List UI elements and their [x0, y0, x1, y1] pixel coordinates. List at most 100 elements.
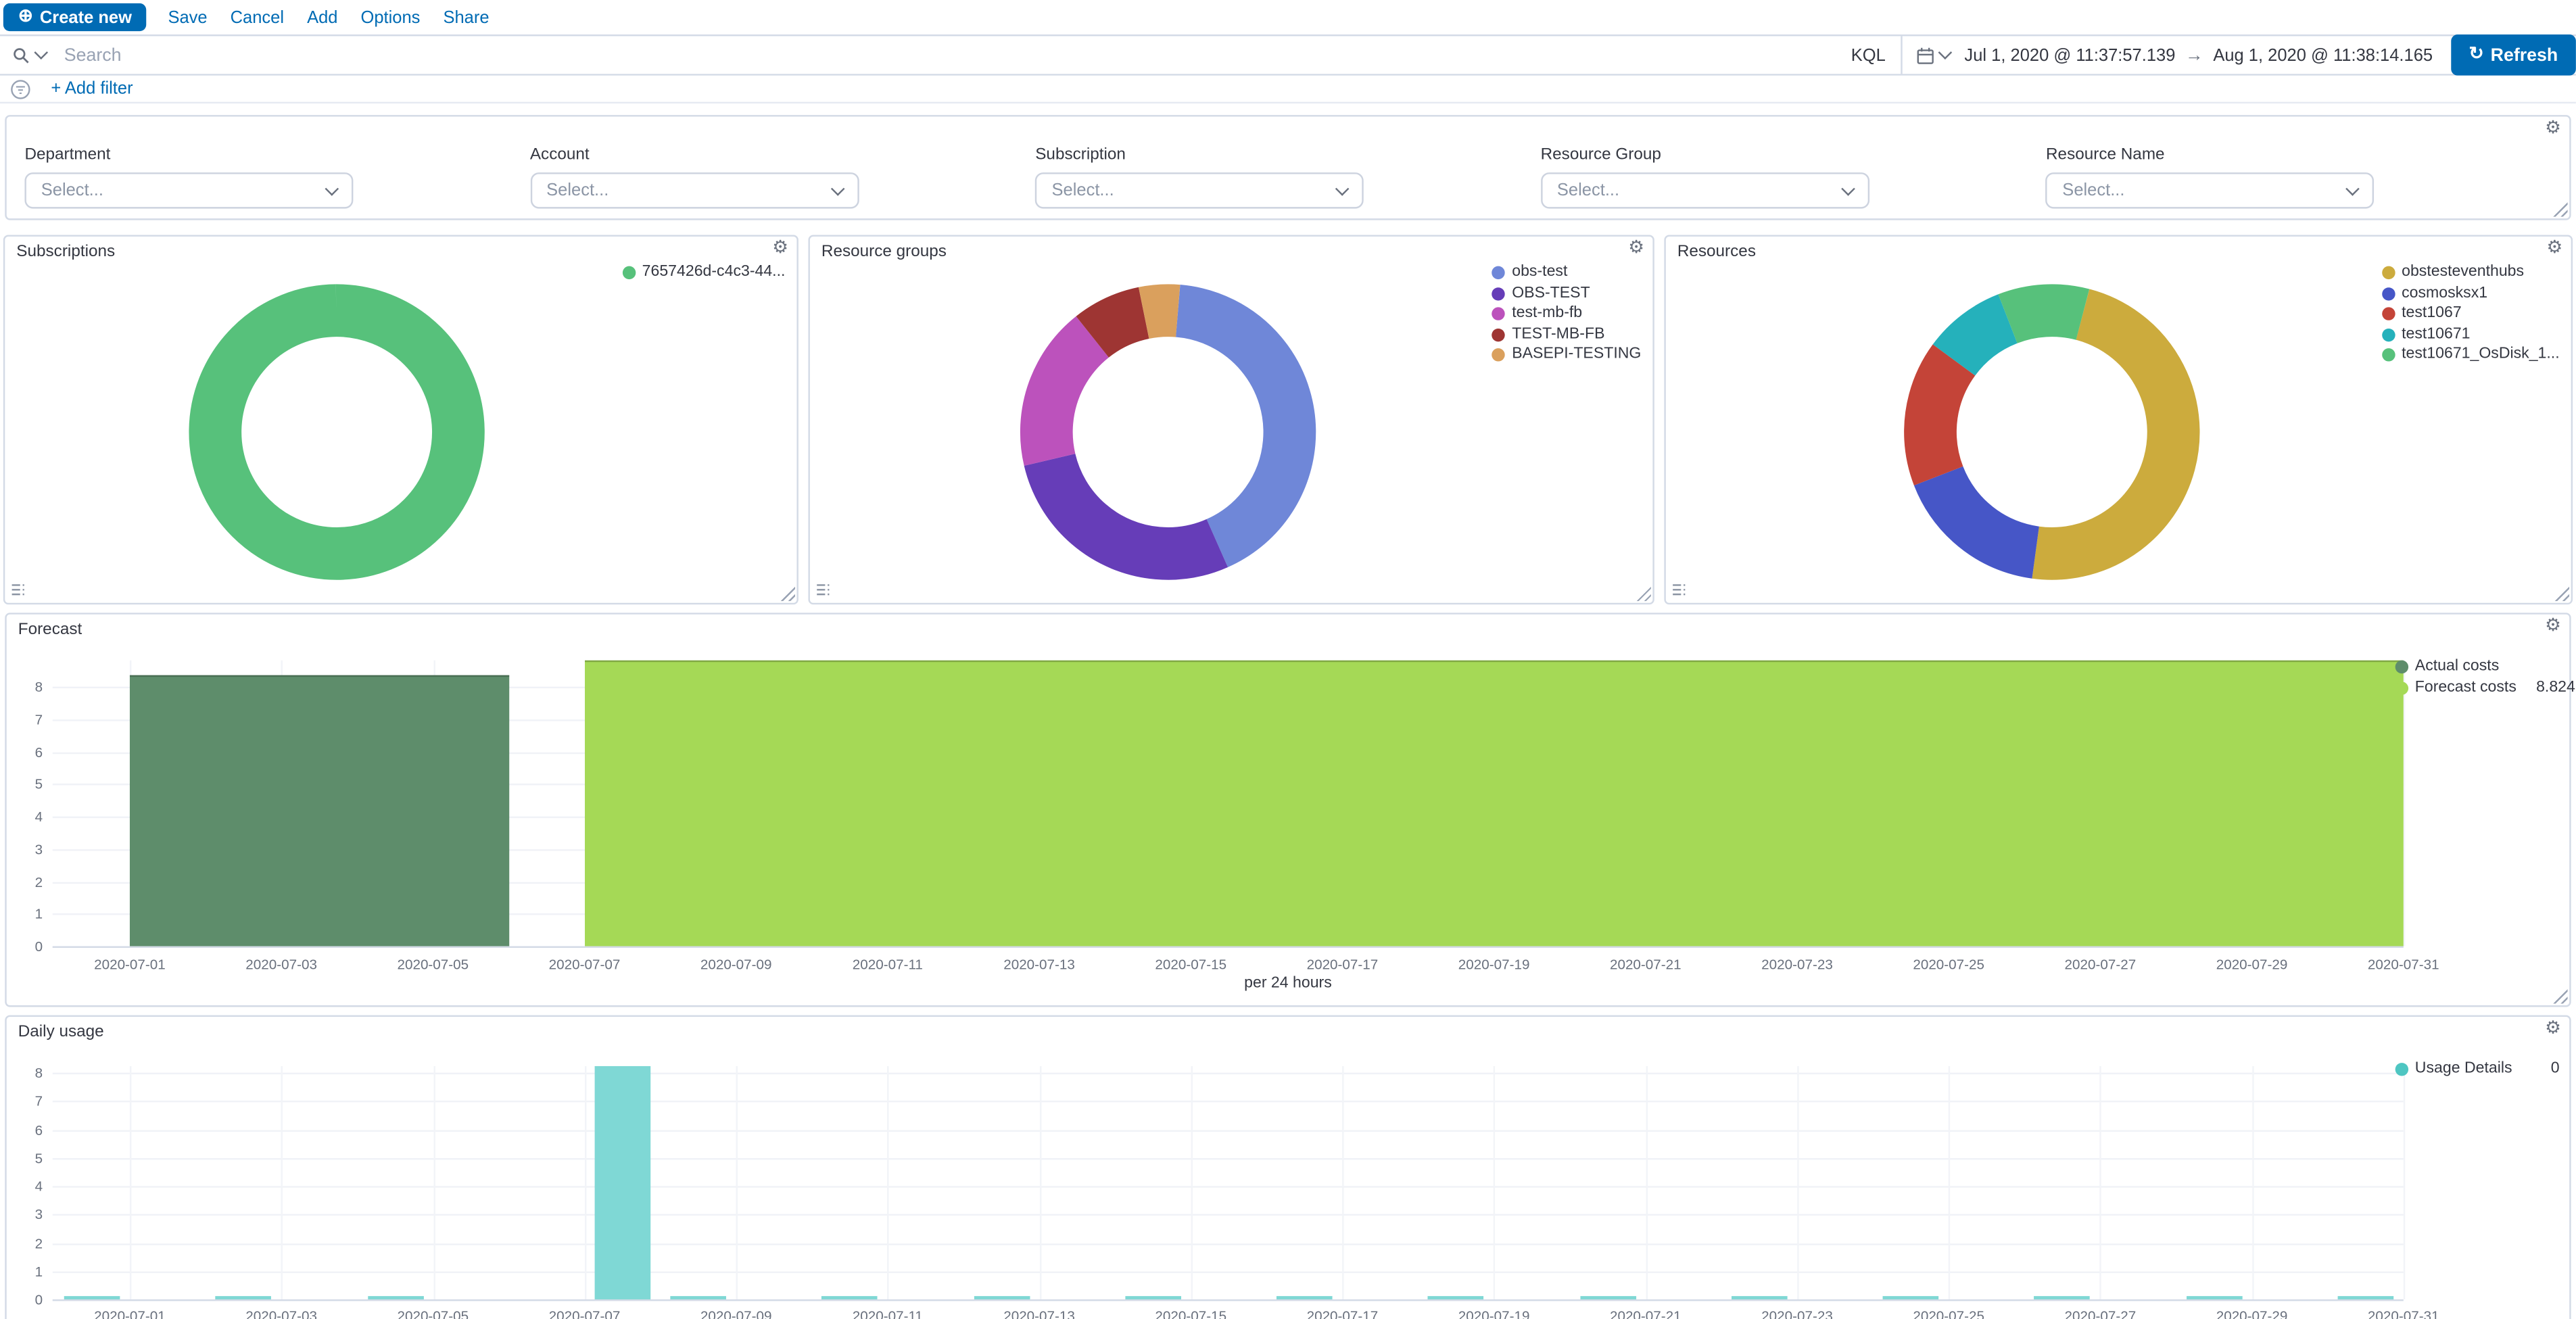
v-gridline	[1039, 1065, 1041, 1299]
legend-item[interactable]: test1067	[2381, 305, 2560, 322]
legend-label: test10671	[2402, 324, 2471, 343]
legend-item[interactable]: Actual costs	[2395, 658, 2560, 675]
legend-dot-icon	[2395, 660, 2409, 674]
gear-icon[interactable]: ⚙	[2545, 1018, 2562, 1038]
usage-bar-day-13[interactable]	[973, 1295, 1030, 1299]
v-gridline	[129, 1065, 132, 1299]
refresh-button[interactable]: ↻ Refresh	[2450, 34, 2576, 76]
legend-item[interactable]: test10671_OsDisk_1...	[2381, 345, 2560, 363]
x-axis-label: 2020-07-27	[2064, 1308, 2137, 1319]
usage-bar-day-1[interactable]	[64, 1295, 120, 1299]
usage-bar-day-5[interactable]	[367, 1295, 423, 1299]
search-icon	[14, 47, 29, 63]
legend-item[interactable]: TEST-MB-FB	[1492, 325, 1641, 342]
legend-item[interactable]: obstesteventhubs	[2381, 264, 2560, 281]
legend-toggle-icon[interactable]	[815, 581, 831, 598]
saved-query-menu-button[interactable]	[0, 36, 57, 74]
legend-item[interactable]: obs-test	[1492, 264, 1641, 281]
gear-icon[interactable]: ⚙	[2545, 616, 2562, 636]
y-axis-label: 3	[34, 840, 43, 857]
panel-resources: Resources ⚙ obstesteventhubs cosmosksx1 te…	[1664, 235, 2573, 605]
kql-button[interactable]: KQL	[1836, 45, 1901, 65]
legend-item[interactable]: test-mb-fb	[1492, 305, 1641, 322]
v-gridline	[2403, 660, 2406, 946]
resize-handle[interactable]	[780, 586, 796, 602]
usage-bar-day-23[interactable]	[1731, 1295, 1788, 1299]
toolbar-link-add[interactable]: Add	[307, 7, 338, 28]
resize-handle[interactable]	[1636, 586, 1651, 602]
toolbar-link-save[interactable]: Save	[168, 7, 208, 28]
usage-bar-day-21[interactable]	[1579, 1295, 1636, 1299]
search-input[interactable]	[57, 36, 1836, 74]
x-axis-label: 2020-07-17	[1306, 1308, 1379, 1319]
donut-segment-OBS-TEST[interactable]	[1020, 284, 1316, 580]
legend-dot-icon	[2395, 1063, 2409, 1076]
legend-item[interactable]: test10671	[2381, 324, 2560, 343]
date-to-button[interactable]: Aug 1, 2020 @ 11:38:14.165	[2207, 45, 2439, 65]
resize-handle[interactable]	[2554, 586, 2570, 602]
v-gridline	[736, 1065, 738, 1299]
legend-item[interactable]: Forecast costs 8.824	[2395, 679, 2575, 696]
h-gridline	[52, 1101, 2404, 1103]
resource-groups-donut-chart	[1020, 284, 1316, 580]
usage-bar-day-27[interactable]	[2034, 1295, 2091, 1299]
area-forecast-costs[interactable]	[584, 660, 2404, 946]
toolbar-link-cancel[interactable]: Cancel	[230, 7, 285, 28]
date-quick-select-button[interactable]	[1907, 36, 1957, 74]
control-select-subscription[interactable]: Select...	[1035, 172, 1364, 209]
usage-bar-day-31[interactable]	[2337, 1295, 2394, 1299]
toolbar-link-options[interactable]: Options	[360, 7, 421, 28]
usage-bar-day-29[interactable]	[2186, 1295, 2242, 1299]
donut-segment-cosmosksx1[interactable]	[1903, 283, 2201, 581]
usage-bar-day-8[interactable]	[594, 1066, 651, 1299]
x-axis-label: 2020-07-05	[397, 1308, 469, 1319]
donut-segment-obs-test[interactable]	[1020, 284, 1316, 580]
y-axis-label: 1	[34, 1262, 43, 1280]
usage-bar-day-25[interactable]	[1883, 1295, 1939, 1299]
gear-icon[interactable]: ⚙	[2546, 238, 2563, 258]
create-new-button[interactable]: ⊕ Create new	[3, 3, 147, 32]
filter-options-icon[interactable]	[10, 78, 32, 99]
control-select-department[interactable]: Select...	[24, 172, 354, 209]
area-actual-costs[interactable]	[129, 675, 509, 946]
gear-icon[interactable]: ⚙	[2545, 118, 2562, 139]
donut-segment-test-mb-fb[interactable]	[1020, 284, 1316, 580]
legend-item[interactable]: Usage Details 0	[2395, 1060, 2560, 1078]
v-gridline	[1645, 1065, 1648, 1299]
usage-bar-day-19[interactable]	[1428, 1295, 1485, 1299]
legend-item[interactable]: cosmosksx1	[2381, 283, 2560, 302]
usage-bar-day-17[interactable]	[1277, 1295, 1333, 1299]
v-gridline	[1797, 1065, 1799, 1299]
usage-bar-day-11[interactable]	[821, 1295, 878, 1299]
donut-segment-obstesteventhubs[interactable]	[1903, 283, 2201, 581]
legend-dot-icon	[2395, 681, 2409, 694]
panel-daily-usage: Daily usage ⚙ 8 7 6 5 4 3 2 1 0 2020-07-01 2020-07…	[5, 1015, 2571, 1319]
filter-bar: + Add filter	[0, 75, 2576, 104]
legend-dot-icon	[1492, 287, 1506, 300]
legend-dot-icon	[2381, 348, 2395, 362]
add-filter-link[interactable]: + Add filter	[51, 78, 133, 99]
legend-item[interactable]: BASEPI-TESTING	[1492, 345, 1641, 363]
control-select-resource-group[interactable]: Select...	[1540, 172, 1869, 209]
toolbar-link-share[interactable]: Share	[443, 7, 490, 28]
legend-toggle-icon[interactable]	[10, 581, 26, 598]
usage-bar-day-3[interactable]	[215, 1295, 272, 1299]
daily-usage-legend: Usage Details 0	[2395, 1060, 2560, 1078]
donut-segment-test1067[interactable]	[1903, 283, 2201, 581]
usage-bar-day-9[interactable]	[670, 1295, 727, 1299]
date-from-button[interactable]: Jul 1, 2020 @ 11:37:57.139	[1958, 45, 2182, 65]
x-axis-line	[52, 946, 2404, 948]
v-gridline	[1949, 1065, 1951, 1299]
gear-icon[interactable]: ⚙	[1628, 238, 1645, 258]
x-axis-label: 2020-07-19	[1458, 1308, 1530, 1319]
control-select-account[interactable]: Select...	[529, 172, 859, 209]
legend-item[interactable]: 7657426d-c4c3-44...	[622, 264, 785, 281]
refresh-label: Refresh	[2490, 45, 2558, 65]
gear-icon[interactable]: ⚙	[772, 238, 789, 258]
donut-segment-7657426d-c4c3-44...[interactable]	[189, 284, 485, 580]
control-select-resource-name[interactable]: Select...	[2046, 172, 2375, 209]
legend-label: cosmosksx1	[2402, 283, 2488, 302]
usage-bar-day-15[interactable]	[1125, 1295, 1181, 1299]
legend-toggle-icon[interactable]	[1671, 581, 1687, 598]
legend-item[interactable]: OBS-TEST	[1492, 284, 1641, 302]
